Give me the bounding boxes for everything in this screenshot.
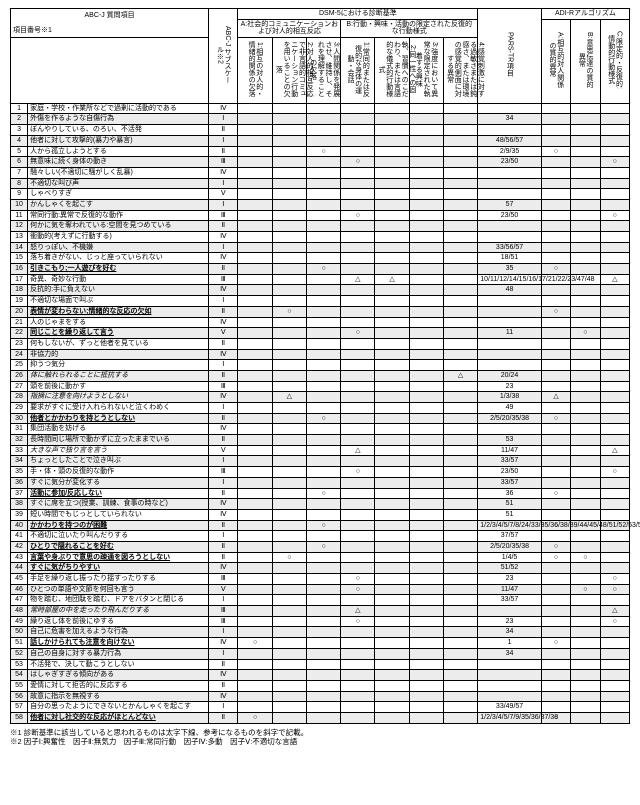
table-row: 24非協力的Ⅳ bbox=[11, 349, 630, 360]
table-row: 38すぐに席を立つ(授業、訓練、食事の時など)Ⅳ51 bbox=[11, 499, 630, 510]
table-row: 16引きこもり;一人遊びを好むⅡ○35○ bbox=[11, 264, 630, 275]
table-row: 15落ち着きがない、じっと座っていられないⅣ18/51 bbox=[11, 253, 630, 264]
title-cell: ABC-J 質問項目項目番号※1 bbox=[11, 9, 209, 38]
table-row: 46ひとつの単語や文節を何回も言うⅤ○11/47○○ bbox=[11, 584, 630, 595]
table-row: 39短い時間でもじっとしていられないⅣ51 bbox=[11, 509, 630, 520]
table-row: 22同じことを繰り返して言うⅤ○11○ bbox=[11, 328, 630, 339]
table-row: 53不活発で、決して動こうとしないⅡ bbox=[11, 659, 630, 670]
table-row: 44すぐに気がちりやすいⅣ51/52 bbox=[11, 563, 630, 574]
table-row: 25抑うつ気分Ⅰ bbox=[11, 360, 630, 371]
table-row: 32長時間同じ場所で動かずに立ったままでいるⅡ53 bbox=[11, 435, 630, 446]
table-row: 10かんしゃくを起こすⅠ57 bbox=[11, 199, 630, 210]
table-row: 17奇異、奇妙な行動Ⅲ△△10/11/12/14/15/16/17/21/22/… bbox=[11, 274, 630, 285]
table-row: 48常時部屋の中を走ったり飛んだりするⅢ△△ bbox=[11, 606, 630, 617]
main-table: ABC-J 質問項目項目番号※1 ABC-J サブスケール※2 DSM-5におけ… bbox=[10, 8, 630, 724]
table-row: 14怒りっぽい、不機嫌Ⅰ33/56/57 bbox=[11, 242, 630, 253]
table-row: 4他者に対して攻撃的(暴力や暴言)Ⅰ48/56/57 bbox=[11, 135, 630, 146]
table-row: 47物を踏む、地団駄を踏む、ドアをバタンと閉じるⅠ33/57 bbox=[11, 595, 630, 606]
table-row: 45手足を繰り返し振ったり揺すったりするⅢ○23○ bbox=[11, 574, 630, 585]
table-row: 30他者とかかわりを持とうとしないⅡ○2/5/20/35/38○ bbox=[11, 413, 630, 424]
table-row: 13衝動的(考えずに行動する)Ⅳ bbox=[11, 232, 630, 243]
table-row: 50自己に危害を加えるような行為Ⅰ34 bbox=[11, 627, 630, 638]
table-row: 29要求がすぐに受け入れられないと泣くわめくⅠ49 bbox=[11, 403, 630, 414]
footnotes: ※1 診断基準に該当していると思われるものは太字下線、参考になるものを斜字で記載… bbox=[10, 728, 630, 748]
table-row: 51話しかけられても注意を向けないⅣ○1○ bbox=[11, 638, 630, 649]
table-row: 58他者に対し社交的な反応がほとんどないⅡ○1/2/3/4/5/7/9/35/3… bbox=[11, 712, 630, 723]
table-row: 42ひとりで隠れることを好むⅡ○2/5/20/35/38○ bbox=[11, 541, 630, 552]
table-row: 55愛情に対して拒否的に反応するⅡ bbox=[11, 680, 630, 691]
table-row: 36すぐに気分が変化するⅠ33/57 bbox=[11, 477, 630, 488]
table-row: 2外傷を作るような自傷行為Ⅰ34 bbox=[11, 114, 630, 125]
table-row: 31集団活動を妨げるⅣ bbox=[11, 424, 630, 435]
table-row: 19不適切な場面で叫ぶⅠ bbox=[11, 296, 630, 307]
table-row: 23何もしないが、ずっと他者を見ているⅡ bbox=[11, 338, 630, 349]
table-row: 35手・体・頭の反復的な動作Ⅲ○23/50○ bbox=[11, 467, 630, 478]
table-row: 27頭を前後に動かすⅢ23 bbox=[11, 381, 630, 392]
table-row: 56故意に指示を無視するⅣ bbox=[11, 691, 630, 702]
table-row: 7騒々しい(不適切に騒がしく乱暴)Ⅳ bbox=[11, 167, 630, 178]
table-row: 43言葉や身ぶりで意思の疎通を図ろうとしないⅡ○1/4/5○○ bbox=[11, 552, 630, 563]
table-row: 21人のじゃまをするⅣ bbox=[11, 317, 630, 328]
table-row: 37活動に参加/反応しないⅡ○36○ bbox=[11, 488, 630, 499]
table-row: 57自分の思ったようにできないとかんしゃくを起こすⅠ33/49/57 bbox=[11, 702, 630, 713]
table-row: 5人から孤立しようとするⅡ○2/9/35○ bbox=[11, 146, 630, 157]
table-row: 6無意味に続く身体の動きⅢ○23/50○ bbox=[11, 157, 630, 168]
table-row: 20表情が変わらない;情緒的な反応の欠如Ⅱ○○ bbox=[11, 306, 630, 317]
table-row: 1家庭・学校・作業所などで過剰に活動的であるⅣ bbox=[11, 103, 630, 114]
table-row: 8不適切な叫び声Ⅰ bbox=[11, 178, 630, 189]
table-row: 28指摘に注意を向けようとしないⅣ△1/3/38△ bbox=[11, 392, 630, 403]
table-row: 12何かに気を奪われている:空間を見つめているⅡ bbox=[11, 221, 630, 232]
table-row: 3ぼんやりしている、のろい、不活発Ⅱ bbox=[11, 125, 630, 136]
table-row: 26体に触れられることに抵抗するⅡ△20/24 bbox=[11, 370, 630, 381]
table-row: 41不適切に泣いたり叫んだりするⅠ37/57 bbox=[11, 531, 630, 542]
table-row: 9しゃべりすぎⅤ bbox=[11, 189, 630, 200]
table-body: 1家庭・学校・作業所などで過剰に活動的であるⅣ2外傷を作るような自傷行為Ⅰ343… bbox=[11, 103, 630, 723]
table-row: 49繰り返し体を前後にゆするⅢ○23○ bbox=[11, 616, 630, 627]
table-row: 54はしゃぎすぎる傾向があるⅣ bbox=[11, 670, 630, 681]
table-row: 34ちょっとしたことで泣き叫ぶⅠ33/57 bbox=[11, 456, 630, 467]
table-row: 33大きな声で独り言を言うⅤ△11/47△ bbox=[11, 445, 630, 456]
table-row: 18反抗的:手に負えないⅣ48 bbox=[11, 285, 630, 296]
table-row: 40かかわりを持つのが困難Ⅱ○1/2/3/4/5/7/8/24/33/35/36… bbox=[11, 520, 630, 531]
table-row: 11常同行動:異常で反復的な動作Ⅲ○23/50○ bbox=[11, 210, 630, 221]
table-row: 52自己の自身に対する暴力行為Ⅰ34 bbox=[11, 648, 630, 659]
